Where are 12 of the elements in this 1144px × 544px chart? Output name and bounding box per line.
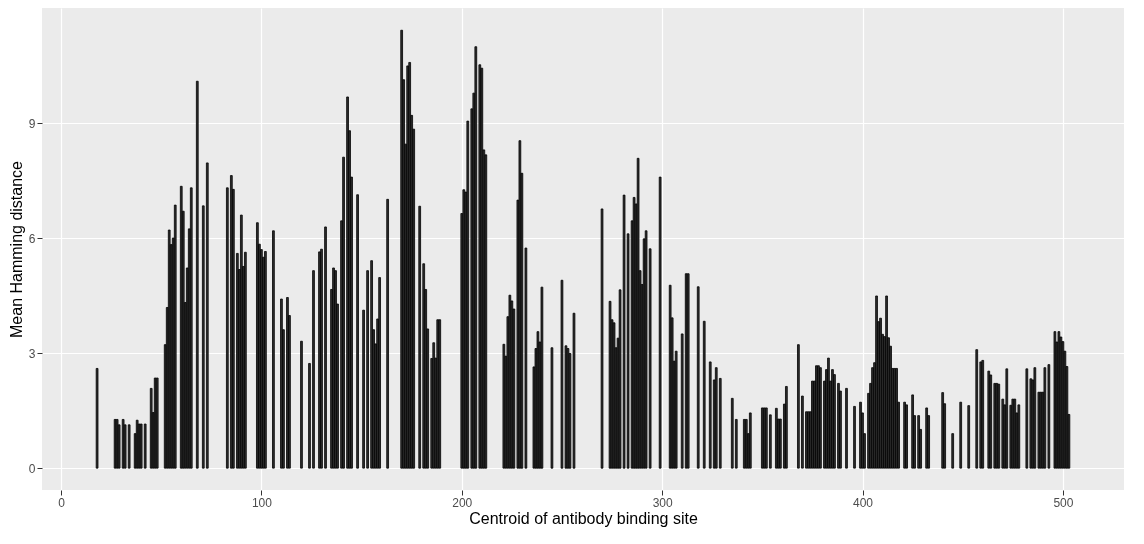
- x-tick-label: 300: [652, 495, 673, 510]
- x-axis-title: Centroid of antibody binding site: [469, 509, 698, 527]
- y-tick-label: 6: [28, 231, 36, 246]
- y-tick-label: 3: [28, 346, 36, 361]
- x-tick-label: 200: [452, 495, 473, 510]
- x-tick-label: 400: [853, 495, 874, 510]
- x-tick-label: 100: [251, 495, 273, 510]
- x-tick-label: 500: [1053, 495, 1074, 510]
- x-tick-label: 0: [58, 495, 66, 510]
- y-tick-label: 0: [28, 461, 36, 476]
- y-axis-title: Mean Hamming distance: [7, 160, 25, 338]
- y-tick-label: 9: [28, 116, 36, 131]
